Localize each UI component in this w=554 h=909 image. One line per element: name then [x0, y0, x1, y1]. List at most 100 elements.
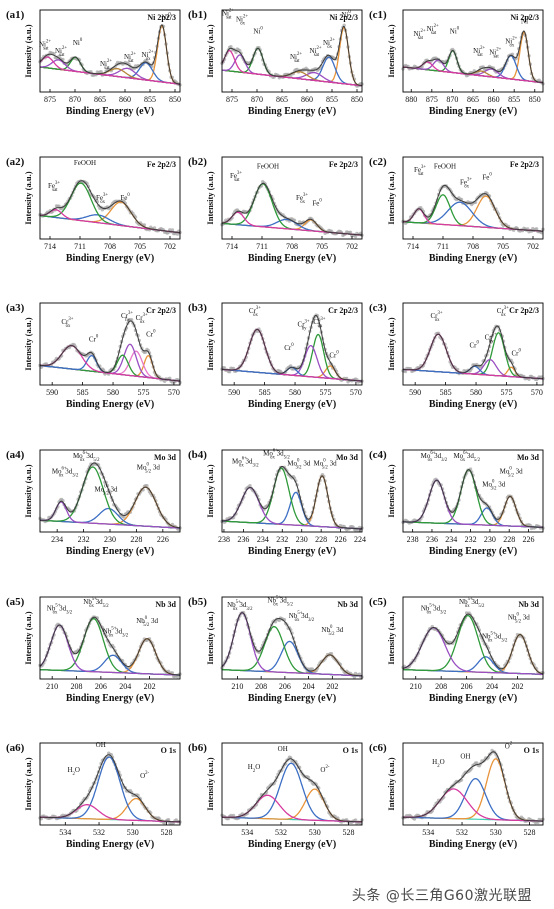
x-tick-label: 530 [309, 828, 321, 837]
peak-label: Ni2+ sat [427, 24, 439, 36]
x-axis-label: Binding Energy (eV) [429, 839, 517, 850]
peak-label: Mo0 3/2 3d [287, 459, 311, 471]
raw-data [220, 313, 364, 384]
raw-point [348, 230, 353, 234]
fit-peak-1 [403, 332, 544, 380]
x-tick-label: 705 [134, 242, 146, 251]
axes-frame [221, 302, 363, 386]
x-tick-label: 880 [405, 95, 417, 104]
peak-label: Nb5+ ox 3d3/2 [482, 631, 508, 643]
fit-peak-6 [39, 56, 181, 85]
x-tick-label: 711 [437, 242, 449, 251]
envelope-line [403, 751, 543, 822]
x-tick-label: 711 [256, 242, 268, 251]
panel-b3: 590 585 580 575 570 Binding Energy (eV) Intens… [188, 302, 364, 410]
axes-frame [402, 302, 544, 386]
x-tick-label: 228 [503, 535, 515, 544]
x-tick-label: 206 [461, 682, 473, 691]
x-tick-label: 528 [524, 828, 536, 837]
panel-b2: 714 711 708 705 702 Binding Energy (eV) Intens… [188, 156, 364, 264]
axes-frame [221, 449, 363, 533]
x-tick-label: 228 [315, 535, 327, 544]
peak-label: Nb0 5/2 3d [321, 625, 343, 637]
peak-label: Ni2+ sat [309, 46, 321, 58]
panel-letter: (b5) [188, 596, 207, 608]
y-axis-label: Intensity (a.u.) [23, 24, 33, 77]
peak-label: Mo6+ ox 3d5/2 [73, 451, 100, 463]
peak-label: Ni2+ sat [39, 40, 51, 52]
envelope-line [222, 466, 363, 530]
x-tick-label: 534 [241, 828, 253, 837]
peak-label: Mo6+ ox 3d3/2 [232, 456, 259, 468]
y-axis-label: Intensity (a.u.) [386, 24, 396, 77]
raw-point [289, 364, 293, 368]
x-tick-label: 860 [488, 95, 500, 104]
axes-frame [402, 449, 544, 533]
panel-c6: 534 532 530 528 Binding Energy (eV) Intensity… [369, 741, 545, 850]
peak-label: Nb5+ ox 3d3/2 [47, 603, 73, 615]
y-axis-label: Intensity (a.u.) [205, 757, 215, 810]
y-axis-label: Intensity (a.u.) [23, 317, 33, 370]
x-tick-label: 528 [161, 828, 173, 837]
peak-label: Nb5+ ox 3d5/2 [459, 597, 485, 609]
raw-point [122, 515, 126, 519]
axes-frame [39, 9, 181, 93]
peak-label: FeOOH [74, 159, 96, 167]
y-axis-label: Intensity (a.u.) [205, 464, 215, 517]
x-tick-label: 238 [218, 535, 230, 544]
panel-title: Ni 2p2/3 [510, 13, 539, 22]
x-tick-label: 208 [255, 682, 267, 691]
panel-c4: 238 236 234 232 230 228 226 Binding Energy (eV)… [369, 449, 545, 557]
peak-label: Ni2+ ox [505, 37, 517, 49]
x-tick-label: 870 [251, 95, 263, 104]
axes-frame [402, 596, 544, 680]
raw-data [38, 318, 182, 385]
raw-point [227, 370, 232, 374]
peak-label: Cr3+ hy [485, 333, 497, 345]
y-axis-label: Intensity (a.u.) [386, 757, 396, 810]
x-tick-label: 210 [46, 682, 58, 691]
peak-label: Cr0 [284, 343, 294, 352]
panel-a6: 534 532 530 528 Binding Energy (eV) Intensity… [6, 741, 182, 850]
panel-title: Cr 2p2/3 [509, 306, 539, 315]
fit-peak-1 [222, 333, 363, 382]
x-tick-label: 705 [497, 242, 509, 251]
peak-label: Nb5+ ox 3d5/2 [267, 595, 293, 607]
peak-label: Fe3+ ox [96, 193, 108, 205]
peak-label: Ni2+ sat [489, 48, 501, 60]
axes-frame [39, 156, 181, 240]
x-axis-label: Binding Energy (eV) [66, 546, 154, 557]
x-axis-label: Binding Energy (eV) [248, 399, 336, 410]
x-axis-label: Binding Energy (eV) [429, 106, 517, 117]
peak-label: Nb5+ ox 3d3/2 [421, 603, 447, 615]
panel-letter: (c4) [369, 449, 387, 461]
panel-title: Fe 2p2/3 [329, 160, 358, 169]
x-axis-label: Binding Energy (eV) [66, 399, 154, 410]
panel-letter: (b1) [188, 9, 207, 21]
panel-letter: (a1) [6, 9, 25, 21]
peak-label: H2O [248, 763, 261, 774]
x-axis-label: Binding Energy (eV) [429, 546, 517, 557]
y-axis-label: Intensity (a.u.) [205, 171, 215, 224]
peak-label: Ni2+ sat [222, 8, 234, 20]
panel-letter: (b6) [188, 742, 207, 754]
panel-letter: (a3) [6, 302, 25, 314]
peak-label: Ni0 [450, 26, 460, 35]
x-tick-label: 570 [168, 388, 180, 397]
peak-label: Nb0 5/2 3d [136, 616, 158, 628]
x-tick-label: 204 [486, 682, 498, 691]
panel-letter: (b3) [188, 302, 207, 314]
panel-letter: (c1) [369, 9, 387, 21]
envelope-line [222, 182, 363, 236]
raw-point [248, 484, 252, 488]
panel-c2: 714 711 708 705 702 Binding Energy (eV) Intens… [369, 156, 545, 264]
panel-title: Mo 3d [517, 453, 540, 462]
peak-label: FeOOH [257, 163, 279, 171]
envelope-line [39, 24, 181, 85]
x-tick-label: 208 [71, 682, 83, 691]
y-axis-label: Intensity (a.u.) [23, 171, 33, 224]
x-tick-label: 711 [74, 242, 86, 251]
panel-title: Nb 3d [155, 600, 176, 609]
envelope-line [402, 30, 543, 84]
raw-point [99, 70, 103, 74]
